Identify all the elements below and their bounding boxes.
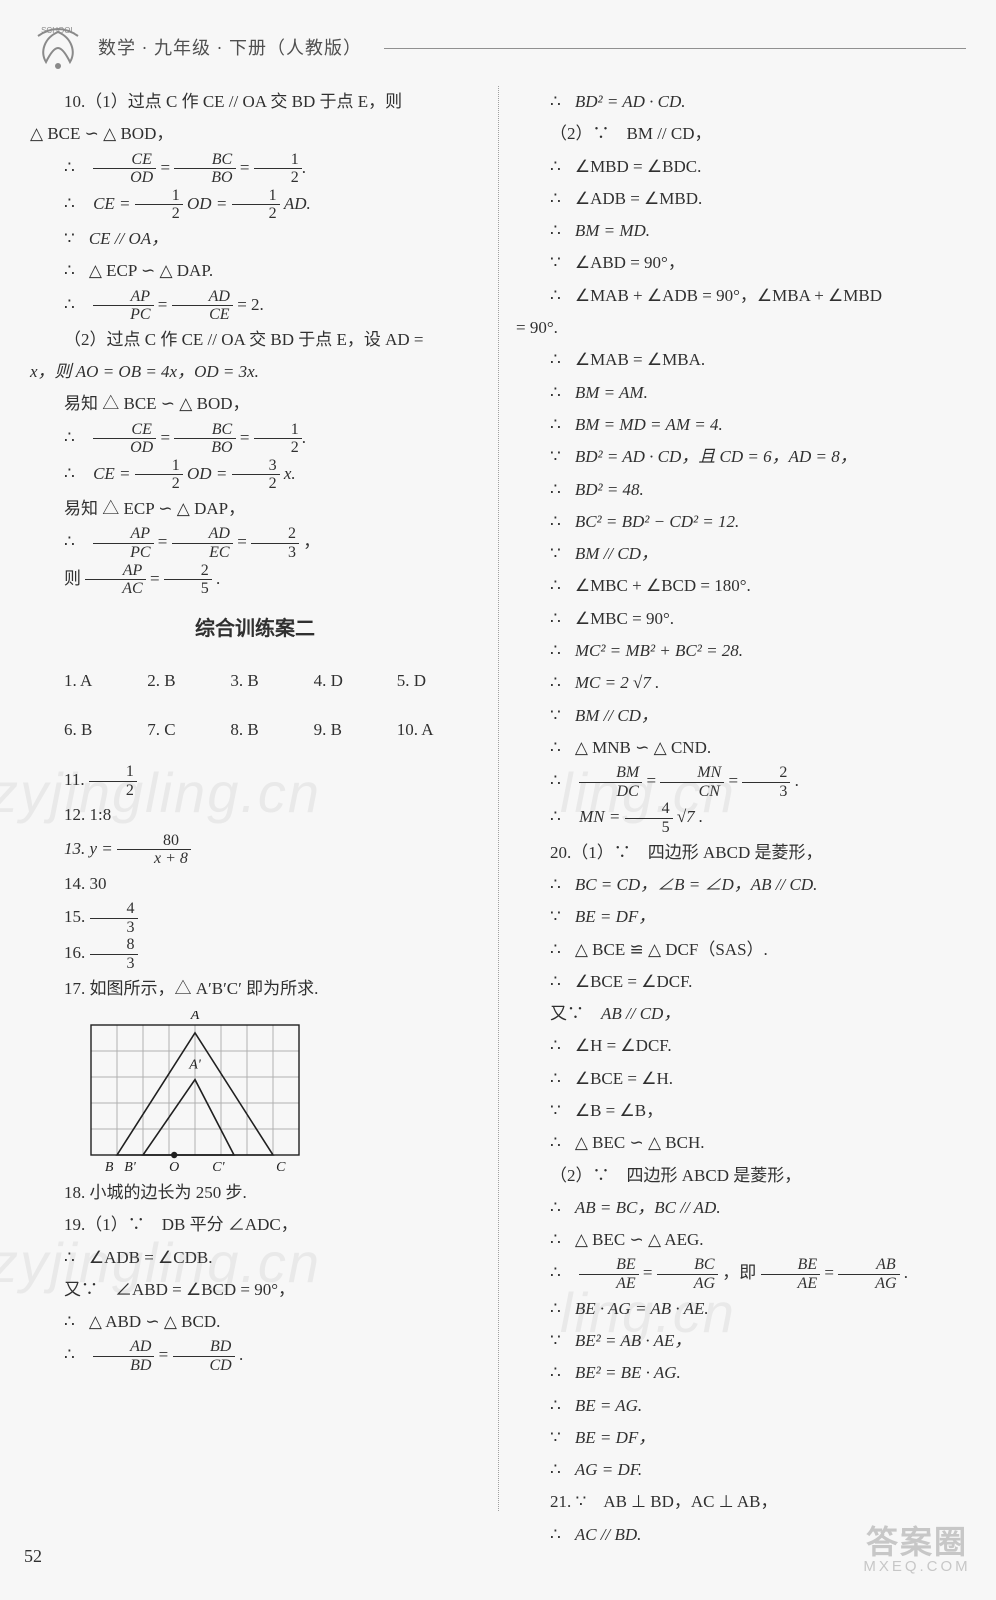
column-divider <box>498 86 499 1511</box>
text-line: BE = AG. <box>516 1390 966 1422</box>
text-line: BD² = AD · CD，且 CD = 6，AD = 8， <box>516 441 966 473</box>
answer-row: 1. A2. B3. B4. D5. D <box>30 665 480 697</box>
text-line: ∠ABD = 90°， <box>516 247 966 279</box>
svg-text:B: B <box>105 1160 114 1171</box>
text-line: 又∵ ∠ABD = ∠BCD = 90°， <box>30 1274 480 1306</box>
left-column: 10.（1）过点 C 作 CE // OA 交 BD 于点 E，则 △ BCE … <box>30 86 498 1551</box>
text-line: BC² = BD² − CD² = 12. <box>516 506 966 538</box>
text-line: （2）∵ BM // CD， <box>516 118 966 150</box>
section-title: 综合训练案二 <box>30 610 480 648</box>
svg-text:A': A' <box>188 1057 202 1072</box>
text-line: △ BCE ≌ △ DCF（SAS）. <box>516 934 966 966</box>
two-column-body: 10.（1）过点 C 作 CE // OA 交 BD 于点 E，则 △ BCE … <box>30 86 966 1551</box>
text-line: BM // CD， <box>516 700 966 732</box>
text-line: BM = AM. <box>516 377 966 409</box>
text-line: BC = CD，∠B = ∠D，AB // CD. <box>516 869 966 901</box>
text-line: （2）过点 C 作 CE // OA 交 BD 于点 E，设 AD = <box>30 324 480 356</box>
page-header: SCHOOL 数学 · 九年级 · 下册（人教版） <box>30 20 966 76</box>
text-line: BE · AG = AB · AE. <box>516 1293 966 1325</box>
page-title: 数学 · 九年级 · 下册（人教版） <box>98 31 362 65</box>
text-line: △ BCE ∽ △ BOD， <box>30 118 480 150</box>
svg-text:C: C <box>276 1160 286 1171</box>
text-line: 17. 如图所示，△ A′B′C′ 即为所求. <box>30 973 480 1005</box>
text-line: = 90°. <box>516 312 966 344</box>
text-line: BEAE = BCAG ，即 BEAE = ABAG . <box>516 1256 966 1292</box>
page-number: 52 <box>24 1539 42 1573</box>
svg-text:C': C' <box>212 1160 225 1171</box>
text-line: ∠MAB + ∠ADB = 90°，∠MBA + ∠MBD <box>516 280 966 312</box>
text-line: ∠MBC = 90°. <box>516 603 966 635</box>
text-line: （2）∵ 四边形 ABCD 是菱形， <box>516 1160 966 1192</box>
text-line: MC² = MB² + BC² = 28. <box>516 635 966 667</box>
badge-text: SCHOOL <box>41 26 75 35</box>
text-line: ∠MBD = ∠BDC. <box>516 151 966 183</box>
text-line: ∠H = ∠DCF. <box>516 1030 966 1062</box>
answer-row: 6. B7. C8. B9. B10. A <box>30 714 480 746</box>
text-line: 21. ∵ AB ⊥ BD，AC ⊥ AB， <box>516 1486 966 1518</box>
text-line: △ MNB ∽ △ CND. <box>516 732 966 764</box>
text-line: BM // CD， <box>516 538 966 570</box>
text-line: ∠MBC + ∠BCD = 180°. <box>516 570 966 602</box>
text-line: 14. 30 <box>30 868 480 900</box>
text-line: 18. 小城的边长为 250 步. <box>30 1177 480 1209</box>
text-line: 则 APAC = 25 . <box>30 562 480 598</box>
answer-stamp-icon: 答案圈 MXEQ.COM <box>852 1526 982 1575</box>
text-line: CEOD = BCBO = 12. <box>30 151 480 187</box>
text-line: ∠BCE = ∠H. <box>516 1063 966 1095</box>
text-line: AB = BC，BC // AD. <box>516 1192 966 1224</box>
text-line: 10.（1）过点 C 作 CE // OA 交 BD 于点 E，则 <box>30 86 480 118</box>
text-line: MC = 2 √7 . <box>516 667 966 699</box>
text-line: 16. 83 <box>30 936 480 972</box>
svg-text:A: A <box>190 1011 200 1023</box>
text-line: BD² = AD · CD. <box>516 86 966 118</box>
text-line: 19.（1）∵ DB 平分 ∠ADC， <box>30 1209 480 1241</box>
text-line: 11. 12 <box>30 763 480 799</box>
figure-17: A A' B B' O C' C <box>81 1011 480 1171</box>
text-line: △ BEC ∽ △ BCH. <box>516 1127 966 1159</box>
text-line: BD² = 48. <box>516 474 966 506</box>
text-line: △ ECP ∽ △ DAP. <box>30 255 480 287</box>
school-badge-icon: SCHOOL <box>30 20 86 76</box>
text-line: APPC = ADCE = 2. <box>30 288 480 324</box>
svg-text:B': B' <box>124 1160 137 1171</box>
text-line: BE² = BE · AG. <box>516 1357 966 1389</box>
svg-text:O: O <box>169 1160 179 1171</box>
text-line: ∠ADB = ∠CDB. <box>30 1242 480 1274</box>
text-line: x，则 AO = OB = 4x，OD = 3x. <box>30 356 480 388</box>
text-line: MN = 45 √7 . <box>516 800 966 836</box>
text-line: △ BEC ∽ △ AEG. <box>516 1224 966 1256</box>
text-line: BE = DF， <box>516 1422 966 1454</box>
text-line: AG = DF. <box>516 1454 966 1486</box>
text-line: 13. y = 80x + 8 <box>30 832 480 868</box>
text-line: 易知 △ BCE ∽ △ BOD， <box>30 388 480 420</box>
text-line: 又∵ AB // CD， <box>516 998 966 1030</box>
text-line: BMDC = MNCN = 23 . <box>516 764 966 800</box>
text-line: △ ABD ∽ △ BCD. <box>30 1306 480 1338</box>
text-line: 15. 43 <box>30 900 480 936</box>
text-line: CEOD = BCBO = 12. <box>30 421 480 457</box>
text-line: CE // OA， <box>30 223 480 255</box>
text-line: ∠BCE = ∠DCF. <box>516 966 966 998</box>
text-line: ∠MAB = ∠MBA. <box>516 344 966 376</box>
header-rule <box>384 48 966 49</box>
text-line: BE² = AB · AE， <box>516 1325 966 1357</box>
text-line: APPC = ADEC = 23 ， <box>30 525 480 561</box>
text-line: BM = MD. <box>516 215 966 247</box>
text-line: 20.（1）∵ 四边形 ABCD 是菱形， <box>516 837 966 869</box>
text-line: CE = 12 OD = 32 x. <box>30 457 480 493</box>
text-line: BM = MD = AM = 4. <box>516 409 966 441</box>
text-line: 易知 △ ECP ∽ △ DAP， <box>30 493 480 525</box>
text-line: BE = DF， <box>516 901 966 933</box>
right-column: BD² = AD · CD. （2）∵ BM // CD， ∠MBD = ∠BD… <box>498 86 966 1551</box>
text-line: ADBD = BDCD . <box>30 1338 480 1374</box>
text-line: 12. 1:8 <box>30 799 480 831</box>
text-line: CE = 12 OD = 12 AD. <box>30 187 480 223</box>
text-line: ∠B = ∠B， <box>516 1095 966 1127</box>
text-line: ∠ADB = ∠MBD. <box>516 183 966 215</box>
